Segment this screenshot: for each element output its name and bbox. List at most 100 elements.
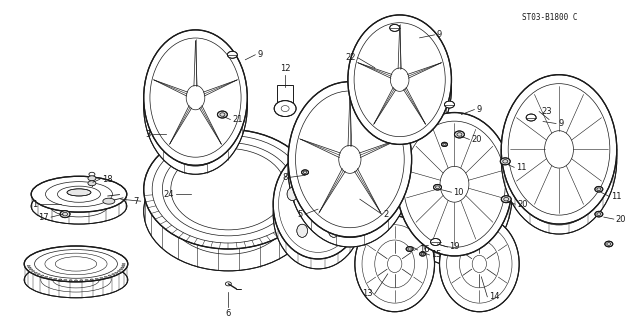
- Ellipse shape: [397, 123, 512, 266]
- Ellipse shape: [88, 181, 96, 186]
- Ellipse shape: [313, 165, 324, 178]
- Ellipse shape: [90, 279, 93, 280]
- Text: 20: 20: [616, 215, 626, 224]
- Ellipse shape: [88, 176, 96, 181]
- Ellipse shape: [397, 113, 512, 256]
- Text: 20: 20: [471, 135, 482, 144]
- Ellipse shape: [69, 280, 72, 281]
- Ellipse shape: [24, 246, 128, 282]
- Ellipse shape: [67, 189, 91, 196]
- Ellipse shape: [24, 262, 128, 298]
- Ellipse shape: [31, 176, 127, 212]
- Ellipse shape: [273, 149, 363, 259]
- Ellipse shape: [605, 241, 613, 247]
- Ellipse shape: [49, 277, 52, 278]
- Text: 6: 6: [225, 309, 231, 318]
- Ellipse shape: [104, 276, 107, 277]
- Ellipse shape: [595, 187, 603, 192]
- Ellipse shape: [41, 275, 44, 276]
- Ellipse shape: [355, 216, 434, 312]
- Text: 15: 15: [431, 251, 442, 260]
- Text: 5: 5: [298, 210, 303, 219]
- Text: 10: 10: [454, 188, 464, 197]
- Ellipse shape: [297, 224, 308, 237]
- Text: 18: 18: [102, 175, 113, 184]
- Ellipse shape: [29, 269, 32, 270]
- Ellipse shape: [144, 130, 313, 249]
- Ellipse shape: [501, 75, 617, 224]
- Ellipse shape: [390, 24, 399, 31]
- Text: 9: 9: [436, 30, 442, 39]
- Ellipse shape: [329, 224, 339, 237]
- Ellipse shape: [85, 279, 88, 281]
- Ellipse shape: [445, 101, 454, 108]
- Ellipse shape: [287, 188, 298, 201]
- Ellipse shape: [227, 51, 238, 58]
- Ellipse shape: [434, 184, 441, 190]
- Ellipse shape: [108, 275, 111, 276]
- Ellipse shape: [28, 267, 31, 268]
- Ellipse shape: [500, 158, 510, 165]
- Ellipse shape: [37, 274, 40, 275]
- Text: 17: 17: [38, 212, 49, 222]
- Ellipse shape: [115, 272, 118, 273]
- Ellipse shape: [274, 100, 296, 116]
- Ellipse shape: [117, 270, 120, 272]
- Text: 3: 3: [145, 130, 151, 139]
- Ellipse shape: [501, 85, 617, 234]
- Ellipse shape: [45, 276, 48, 277]
- Ellipse shape: [64, 279, 67, 281]
- Text: 23: 23: [541, 107, 552, 116]
- Text: 9: 9: [558, 119, 563, 128]
- Ellipse shape: [454, 131, 464, 138]
- Ellipse shape: [338, 188, 349, 201]
- Ellipse shape: [144, 39, 247, 174]
- Text: 9: 9: [476, 105, 482, 114]
- Ellipse shape: [348, 15, 452, 144]
- Ellipse shape: [95, 278, 98, 279]
- Ellipse shape: [217, 111, 227, 118]
- Text: 13: 13: [362, 289, 373, 298]
- Text: 19: 19: [450, 243, 460, 252]
- Ellipse shape: [54, 278, 57, 279]
- Ellipse shape: [31, 270, 34, 272]
- Text: 2: 2: [383, 210, 389, 219]
- Text: 1: 1: [32, 200, 37, 209]
- Ellipse shape: [100, 277, 103, 278]
- Ellipse shape: [420, 252, 426, 256]
- Ellipse shape: [273, 159, 363, 269]
- Ellipse shape: [501, 196, 512, 203]
- Ellipse shape: [34, 272, 37, 273]
- Ellipse shape: [111, 274, 115, 275]
- Text: 8: 8: [283, 173, 288, 182]
- Ellipse shape: [144, 151, 313, 271]
- Text: 24: 24: [163, 190, 174, 199]
- Ellipse shape: [103, 198, 115, 204]
- Ellipse shape: [121, 267, 124, 268]
- Text: 12: 12: [280, 64, 290, 73]
- Ellipse shape: [526, 114, 536, 121]
- Ellipse shape: [80, 280, 83, 281]
- Text: 16: 16: [420, 245, 430, 254]
- Ellipse shape: [348, 24, 452, 153]
- Ellipse shape: [144, 30, 247, 165]
- Ellipse shape: [441, 142, 447, 147]
- Text: 20: 20: [517, 200, 527, 209]
- Ellipse shape: [406, 246, 413, 252]
- Text: ST03-B1800 C: ST03-B1800 C: [522, 13, 578, 22]
- Ellipse shape: [301, 170, 308, 175]
- Text: 21: 21: [233, 115, 243, 124]
- Ellipse shape: [75, 280, 78, 281]
- Ellipse shape: [288, 92, 412, 247]
- Text: 11: 11: [516, 163, 527, 172]
- Ellipse shape: [60, 211, 70, 218]
- Text: 22: 22: [345, 53, 356, 62]
- Ellipse shape: [122, 265, 125, 266]
- Ellipse shape: [59, 279, 62, 280]
- Ellipse shape: [119, 269, 122, 270]
- Ellipse shape: [595, 211, 603, 217]
- Ellipse shape: [440, 216, 519, 312]
- Text: 7: 7: [133, 197, 139, 206]
- Ellipse shape: [31, 188, 127, 224]
- Text: 9: 9: [257, 50, 262, 59]
